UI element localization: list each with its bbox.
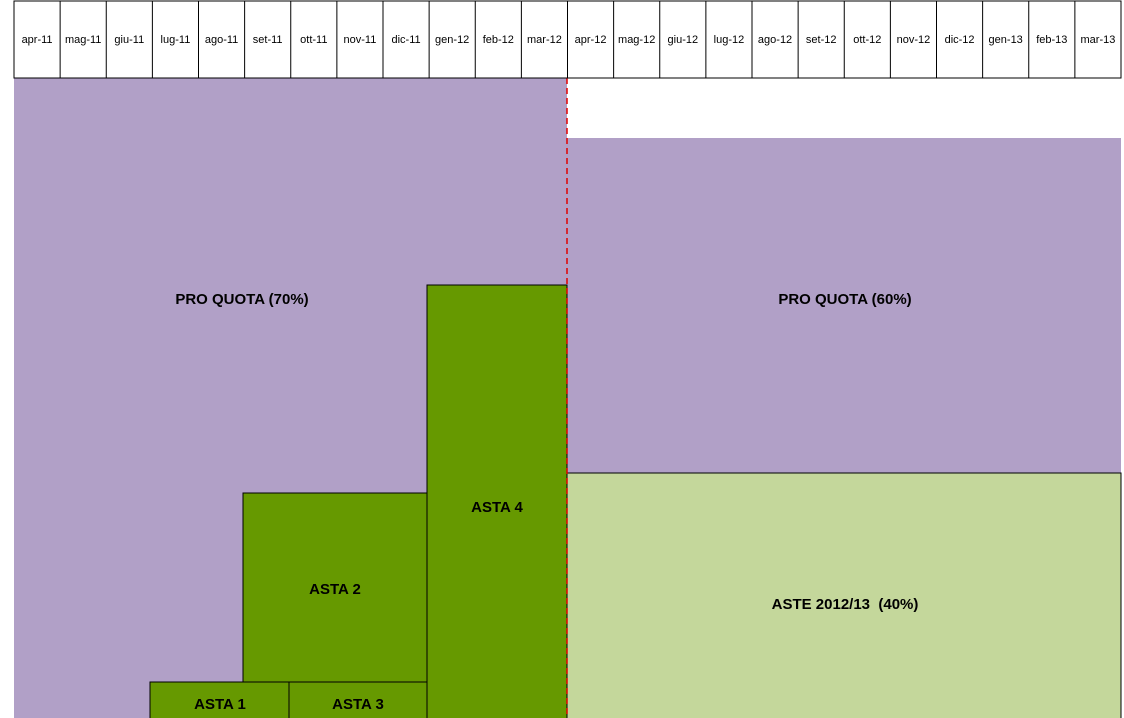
month-label: feb-12	[483, 34, 514, 46]
month-label: apr-11	[22, 34, 53, 46]
month-label: gen-13	[989, 34, 1023, 46]
block-label: ASTA 4	[471, 499, 523, 516]
month-label: mar-12	[527, 34, 562, 46]
month-label: ott-12	[853, 34, 881, 46]
month-label: ago-12	[758, 34, 792, 46]
asta2-block	[242, 492, 428, 683]
block-label: ASTA 2	[309, 581, 361, 598]
asta4-block	[426, 284, 568, 718]
month-label: mar-13	[1081, 34, 1116, 46]
month-label: giu-12	[668, 34, 699, 46]
month-label: gen-12	[435, 34, 469, 46]
pro-quota-2012-area	[567, 138, 1121, 473]
month-label: set-11	[253, 34, 283, 46]
month-label: ago-11	[205, 34, 238, 46]
month-label: lug-12	[714, 34, 745, 46]
month-label: dic-12	[945, 34, 975, 46]
month-label: nov-12	[897, 34, 931, 46]
block-label: ASTE 2012/13 (40%)	[772, 596, 919, 613]
month-label: dic-11	[391, 34, 420, 46]
block-label: PRO QUOTA (70%)	[175, 291, 308, 308]
aste-2012-area	[566, 472, 1122, 718]
asta3-block	[288, 681, 428, 718]
month-label: giu-11	[114, 34, 144, 46]
month-label: mag-11	[65, 34, 101, 46]
block-label: PRO QUOTA (60%)	[778, 291, 911, 308]
month-label: set-12	[806, 34, 837, 46]
month-label: lug-11	[161, 34, 191, 46]
block-label: ASTA 3	[332, 696, 384, 713]
month-label: nov-11	[344, 34, 377, 46]
month-label: ott-11	[300, 34, 327, 46]
block-label: ASTA 1	[194, 696, 246, 713]
month-label: apr-12	[575, 34, 607, 46]
month-label: mag-12	[618, 34, 655, 46]
month-label: feb-13	[1036, 34, 1067, 46]
